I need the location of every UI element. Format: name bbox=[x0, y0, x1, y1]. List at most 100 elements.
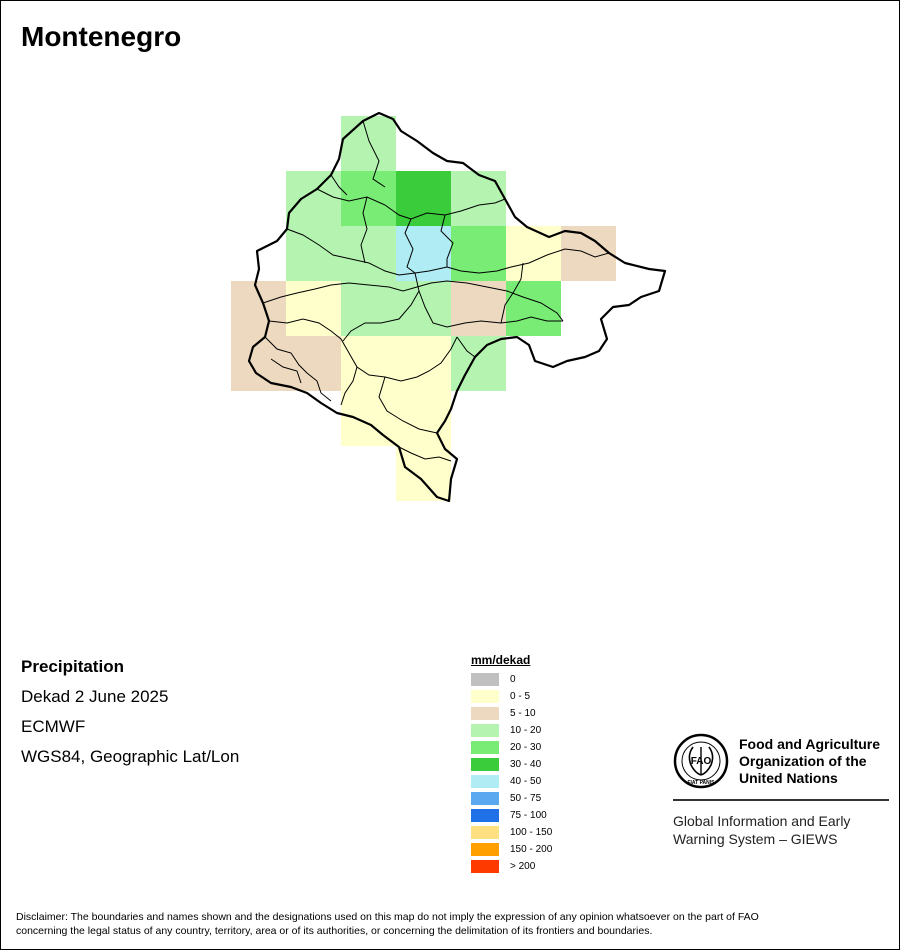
fao-org-line: Food and Agriculture bbox=[739, 736, 881, 752]
boundary-line bbox=[398, 446, 452, 462]
legend-swatch bbox=[471, 843, 499, 856]
country-border bbox=[247, 111, 667, 503]
fao-header: FAO FIAT PANIS Food and Agriculture Orga… bbox=[673, 733, 889, 789]
precipitation-grid bbox=[231, 116, 616, 501]
legend-item: 20 - 30 bbox=[471, 739, 552, 756]
municipal-boundaries bbox=[262, 120, 610, 462]
boundary-line bbox=[270, 358, 302, 384]
legend-label: 30 - 40 bbox=[510, 759, 542, 770]
legend-label: 150 - 200 bbox=[510, 844, 553, 855]
legend-item: 100 - 150 bbox=[471, 824, 552, 841]
fao-emblem-icon: FAO FIAT PANIS bbox=[673, 733, 729, 789]
precip-cell bbox=[451, 171, 506, 226]
giews-line: Global Information and Early bbox=[673, 813, 851, 829]
boundary-line bbox=[440, 214, 454, 267]
precip-cell bbox=[341, 171, 396, 226]
boundary-line bbox=[268, 318, 458, 382]
boundary-line bbox=[342, 272, 420, 342]
legend-rows: 0 0 - 5 5 - 10 10 - 20 20 - 30 30 - 40 40 - 50… bbox=[471, 671, 552, 875]
disclaimer-line: concerning the legal status of any count… bbox=[16, 925, 653, 937]
legend-label: 5 - 10 bbox=[510, 708, 536, 719]
precip-cell bbox=[396, 226, 451, 281]
legend-swatch bbox=[471, 741, 499, 754]
period-label: Dekad 2 June 2025 bbox=[21, 687, 169, 706]
legend-swatch bbox=[471, 826, 499, 839]
precip-cell bbox=[396, 281, 451, 336]
fao-block: FAO FIAT PANIS Food and Agriculture Orga… bbox=[673, 733, 889, 848]
precip-cell bbox=[396, 336, 451, 391]
fao-organization-name: Food and Agriculture Organization of the… bbox=[739, 733, 880, 787]
precip-cell bbox=[506, 281, 561, 336]
legend-item: 50 - 75 bbox=[471, 790, 552, 807]
legend-label: 50 - 75 bbox=[510, 793, 542, 804]
legend-item: 30 - 40 bbox=[471, 756, 552, 773]
legend: mm/dekad 0 0 - 5 5 - 10 10 - 20 20 - 30 30 - … bbox=[471, 653, 552, 875]
legend-label: 75 - 100 bbox=[510, 810, 547, 821]
precip-cell bbox=[341, 226, 396, 281]
boundary-line bbox=[378, 376, 438, 434]
legend-swatch bbox=[471, 673, 499, 686]
variable-label: Precipitation bbox=[21, 657, 124, 676]
legend-label: 40 - 50 bbox=[510, 776, 542, 787]
precip-cell bbox=[396, 391, 451, 446]
source-label: ECMWF bbox=[21, 717, 86, 736]
legend-label: > 200 bbox=[510, 861, 536, 872]
legend-item: 150 - 200 bbox=[471, 841, 552, 858]
legend-swatch bbox=[471, 690, 499, 703]
legend-label: 100 - 150 bbox=[510, 827, 553, 838]
fao-org-line: Organization of the bbox=[739, 753, 867, 769]
map-info: Precipitation Dekad 2 June 2025 ECMWF WG… bbox=[21, 656, 239, 776]
boundary-line bbox=[262, 280, 564, 322]
precip-cell bbox=[451, 336, 506, 391]
legend-item: 0 - 5 bbox=[471, 688, 552, 705]
legend-swatch bbox=[471, 792, 499, 805]
precip-cell bbox=[396, 446, 451, 501]
precip-cell bbox=[341, 281, 396, 336]
giews-name: Global Information and Early Warning Sys… bbox=[673, 812, 889, 848]
legend-swatch bbox=[471, 809, 499, 822]
boundary-line bbox=[340, 366, 358, 406]
boundary-line bbox=[264, 336, 332, 402]
giews-line: Warning System – GIEWS bbox=[673, 831, 838, 847]
fao-emblem-letters: FAO bbox=[691, 756, 712, 767]
legend-swatch bbox=[471, 707, 499, 720]
precip-cell bbox=[231, 281, 286, 336]
legend-item: 0 bbox=[471, 671, 552, 688]
legend-title: mm/dekad bbox=[471, 653, 531, 667]
legend-label: 10 - 20 bbox=[510, 725, 542, 736]
precip-cell bbox=[286, 171, 341, 226]
fao-org-line: United Nations bbox=[739, 770, 838, 786]
legend-swatch bbox=[471, 758, 499, 771]
precip-cell bbox=[341, 336, 396, 391]
boundary-line bbox=[362, 120, 386, 188]
boundary-line bbox=[418, 290, 563, 328]
legend-item: > 200 bbox=[471, 858, 552, 875]
legend-label: 0 - 5 bbox=[510, 691, 531, 702]
precip-cell bbox=[451, 226, 506, 281]
legend-swatch bbox=[471, 724, 499, 737]
boundary-line bbox=[500, 262, 524, 324]
legend-swatch bbox=[471, 860, 499, 873]
fao-divider bbox=[673, 799, 889, 801]
legend-swatch bbox=[471, 775, 499, 788]
precip-cell bbox=[396, 171, 451, 226]
legend-item: 75 - 100 bbox=[471, 807, 552, 824]
precip-cell bbox=[451, 281, 506, 336]
legend-label: 0 bbox=[510, 674, 516, 685]
fao-emblem-motto: FIAT PANIS bbox=[687, 780, 715, 786]
legend-label: 20 - 30 bbox=[510, 742, 542, 753]
legend-item: 40 - 50 bbox=[471, 773, 552, 790]
precip-cell bbox=[286, 336, 341, 391]
disclaimer: Disclaimer: The boundaries and names sho… bbox=[16, 910, 886, 938]
projection-label: WGS84, Geographic Lat/Lon bbox=[21, 747, 240, 766]
precip-cell bbox=[286, 281, 341, 336]
boundary-line bbox=[404, 218, 416, 274]
boundary-line bbox=[360, 196, 368, 264]
precip-cell bbox=[231, 336, 286, 391]
precip-cell bbox=[341, 116, 396, 171]
legend-item: 10 - 20 bbox=[471, 722, 552, 739]
disclaimer-line: Disclaimer: The boundaries and names sho… bbox=[16, 911, 759, 923]
legend-item: 5 - 10 bbox=[471, 705, 552, 722]
